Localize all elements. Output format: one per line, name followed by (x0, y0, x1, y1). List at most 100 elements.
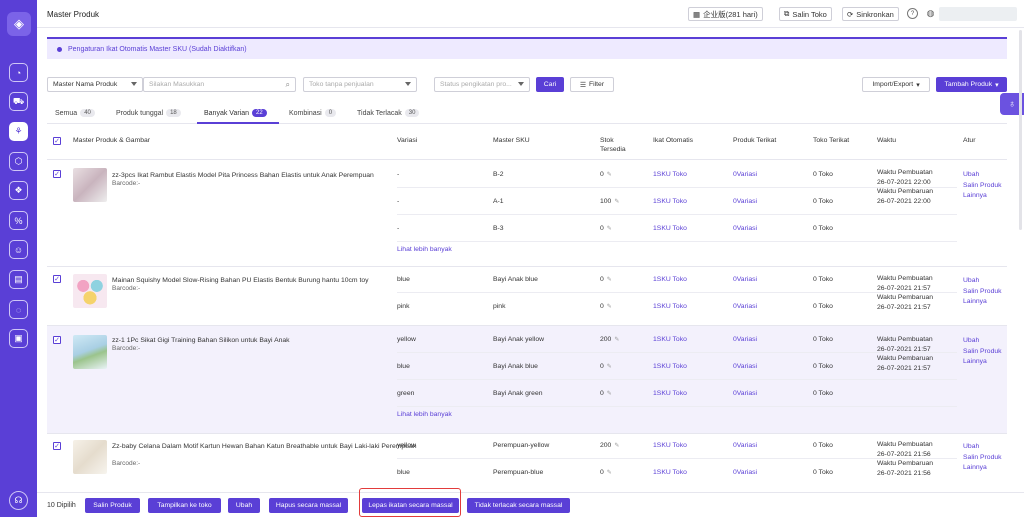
product-image[interactable] (73, 440, 107, 474)
linked-product-link[interactable]: 0Variasi (733, 469, 758, 476)
auto-bind-link[interactable]: 1SKU Toko (653, 171, 687, 178)
auto-bind-link[interactable]: 1SKU Toko (653, 276, 687, 283)
sidebar-item-customers-icon[interactable]: ☺ (9, 240, 28, 259)
edit-link[interactable]: Ubah (963, 277, 980, 284)
filter-button[interactable]: ☰ Filter (570, 77, 614, 92)
tab-multi-variant[interactable]: Banyak Varian 22 (204, 109, 267, 117)
sidebar-item-promo-icon[interactable]: % (9, 211, 28, 230)
auto-bind-link[interactable]: 1SKU Toko (653, 336, 687, 343)
linked-product-link[interactable]: 0Variasi (733, 198, 758, 205)
edit-link[interactable]: Ubah (963, 443, 980, 450)
edit-pencil-icon[interactable]: ✎ (606, 172, 612, 178)
linked-product-link[interactable]: 0Variasi (733, 225, 758, 232)
auto-bind-link[interactable]: 1SKU Toko (653, 225, 687, 232)
product-image[interactable] (73, 168, 107, 202)
row-checkbox[interactable]: ✓ (53, 170, 61, 178)
edit-link[interactable]: Ubah (963, 171, 980, 178)
auto-bind-banner[interactable]: Pengaturan Ikat Otomatis Master SKU (Sud… (47, 37, 1007, 59)
copy-product-link[interactable]: Salin Produk (963, 453, 1002, 461)
stock-value[interactable]: 0 ✎ (600, 303, 612, 310)
more-link[interactable]: Lainnya (963, 192, 987, 199)
edit-pencil-icon[interactable]: ✎ (614, 199, 620, 205)
tab-combination[interactable]: Kombinasi 0 (289, 109, 337, 117)
copy-product-link[interactable]: Salin Produk (963, 181, 1002, 189)
search-input[interactable]: Silakan Masukkan ⌕ (143, 77, 296, 92)
edit-link[interactable]: Ubah (963, 337, 980, 344)
edit-pencil-icon[interactable]: ✎ (606, 226, 612, 232)
bulk-copy-product-button[interactable]: Salin Produk (85, 498, 140, 513)
edit-pencil-icon[interactable]: ✎ (614, 337, 620, 343)
sidebar-item-warehouse-icon[interactable]: ❖ (9, 181, 28, 200)
user-account-menu[interactable] (939, 7, 1017, 21)
stock-value[interactable]: 200 ✎ (600, 336, 620, 343)
vertical-scrollbar[interactable] (1019, 30, 1022, 230)
tab-single-product[interactable]: Produk tunggal 18 (116, 109, 181, 117)
more-link[interactable]: Lainnya (963, 298, 987, 305)
plan-date-button[interactable]: ▦ 企业版(281 hari) (688, 7, 763, 21)
linked-product-link[interactable]: 0Variasi (733, 171, 758, 178)
edit-pencil-icon[interactable]: ✎ (606, 304, 612, 310)
sidebar-item-products-icon[interactable]: ⚘ (9, 122, 28, 141)
bulk-untrack-button[interactable]: Tidak terlacak secara massal (467, 498, 570, 513)
product-name[interactable]: zz-1 1Pc Sikat Gigi Training Bahan Silik… (112, 337, 290, 344)
sync-button[interactable]: ⟳ Sinkronkan (842, 7, 899, 21)
edit-pencil-icon[interactable]: ✎ (606, 391, 612, 397)
app-logo-icon[interactable]: ◈ (7, 12, 31, 36)
row-checkbox[interactable]: ✓ (53, 275, 61, 283)
product-image[interactable] (73, 274, 107, 308)
more-link[interactable]: Lainnya (963, 358, 987, 365)
tab-untracked[interactable]: Tidak Terlacak 30 (357, 109, 420, 117)
stock-value[interactable]: 0 ✎ (600, 276, 612, 283)
linked-product-link[interactable]: 0Variasi (733, 336, 758, 343)
stock-value[interactable]: 0 ✎ (600, 171, 612, 178)
settings-icon[interactable]: ◍ (926, 8, 935, 18)
sidebar-item-orders-icon[interactable]: ⛟ (9, 92, 28, 111)
auto-bind-link[interactable]: 1SKU Toko (653, 198, 687, 205)
sidebar-item-chat-icon[interactable]: ◌ (9, 300, 28, 319)
sidebar-item-reports-icon[interactable]: ▤ (9, 270, 28, 289)
bulk-show-to-store-button[interactable]: Tampilkan ke toko (148, 498, 221, 513)
stock-value[interactable]: 0 ✎ (600, 363, 612, 370)
edit-pencil-icon[interactable]: ✎ (606, 364, 612, 370)
bulk-delete-button[interactable]: Hapus secara massal (269, 498, 348, 513)
stock-value[interactable]: 0 ✎ (600, 225, 612, 232)
import-export-button[interactable]: Import/Export ▾ (862, 77, 930, 92)
linked-product-link[interactable]: 0Variasi (733, 276, 758, 283)
bulk-unbind-button[interactable]: Lepas ikatan secara massal (362, 498, 459, 513)
sidebar-item-dashboard-icon[interactable]: ◔ (9, 63, 28, 82)
bulk-edit-button[interactable]: Ubah (228, 498, 260, 513)
row-checkbox[interactable]: ✓ (53, 336, 61, 344)
select-all-checkbox[interactable]: ✓ (53, 137, 61, 145)
auto-bind-link[interactable]: 1SKU Toko (653, 442, 687, 449)
stock-value[interactable]: 0 ✎ (600, 390, 612, 397)
bind-status-select[interactable]: Status pengikatan pro... (434, 77, 530, 92)
support-headset-icon[interactable]: ☊ (9, 491, 28, 510)
auto-bind-link[interactable]: 1SKU Toko (653, 363, 687, 370)
store-filter-select[interactable]: Toko tanpa penjualan (303, 77, 417, 92)
copy-store-button[interactable]: ⧉ Salin Toko (779, 7, 832, 21)
edit-pencil-icon[interactable]: ✎ (614, 443, 620, 449)
product-name[interactable]: Mainan Squishy Model Slow-Rising Bahan P… (112, 277, 369, 284)
product-name[interactable]: zz-3pcs Ikat Rambut Elastis Model Pita P… (112, 172, 374, 179)
help-icon[interactable]: ? (907, 8, 918, 19)
product-name[interactable]: Zz-baby Celana Dalam Motif Kartun Hewan … (112, 443, 417, 450)
auto-bind-link[interactable]: 1SKU Toko (653, 469, 687, 476)
stock-value[interactable]: 100 ✎ (600, 198, 620, 205)
stock-value[interactable]: 200 ✎ (600, 442, 620, 449)
search-button[interactable]: Cari (536, 77, 564, 92)
product-image[interactable] (73, 335, 107, 369)
see-more-link[interactable]: Lihat lebih banyak (397, 411, 452, 418)
sidebar-item-inventory-icon[interactable]: ⬡ (9, 152, 28, 171)
linked-product-link[interactable]: 0Variasi (733, 363, 758, 370)
see-more-link[interactable]: Lihat lebih banyak (397, 246, 452, 253)
edit-pencil-icon[interactable]: ✎ (606, 470, 612, 476)
edit-pencil-icon[interactable]: ✎ (606, 277, 612, 283)
copy-product-link[interactable]: Salin Produk (963, 287, 1002, 295)
sidebar-item-apps-icon[interactable]: ▣ (9, 329, 28, 348)
linked-product-link[interactable]: 0Variasi (733, 442, 758, 449)
search-field-select[interactable]: Master Nama Produk (47, 77, 143, 92)
add-product-button[interactable]: Tambah Produk ▾ (936, 77, 1007, 92)
row-checkbox[interactable]: ✓ (53, 442, 61, 450)
linked-product-link[interactable]: 0Variasi (733, 390, 758, 397)
auto-bind-link[interactable]: 1SKU Toko (653, 390, 687, 397)
